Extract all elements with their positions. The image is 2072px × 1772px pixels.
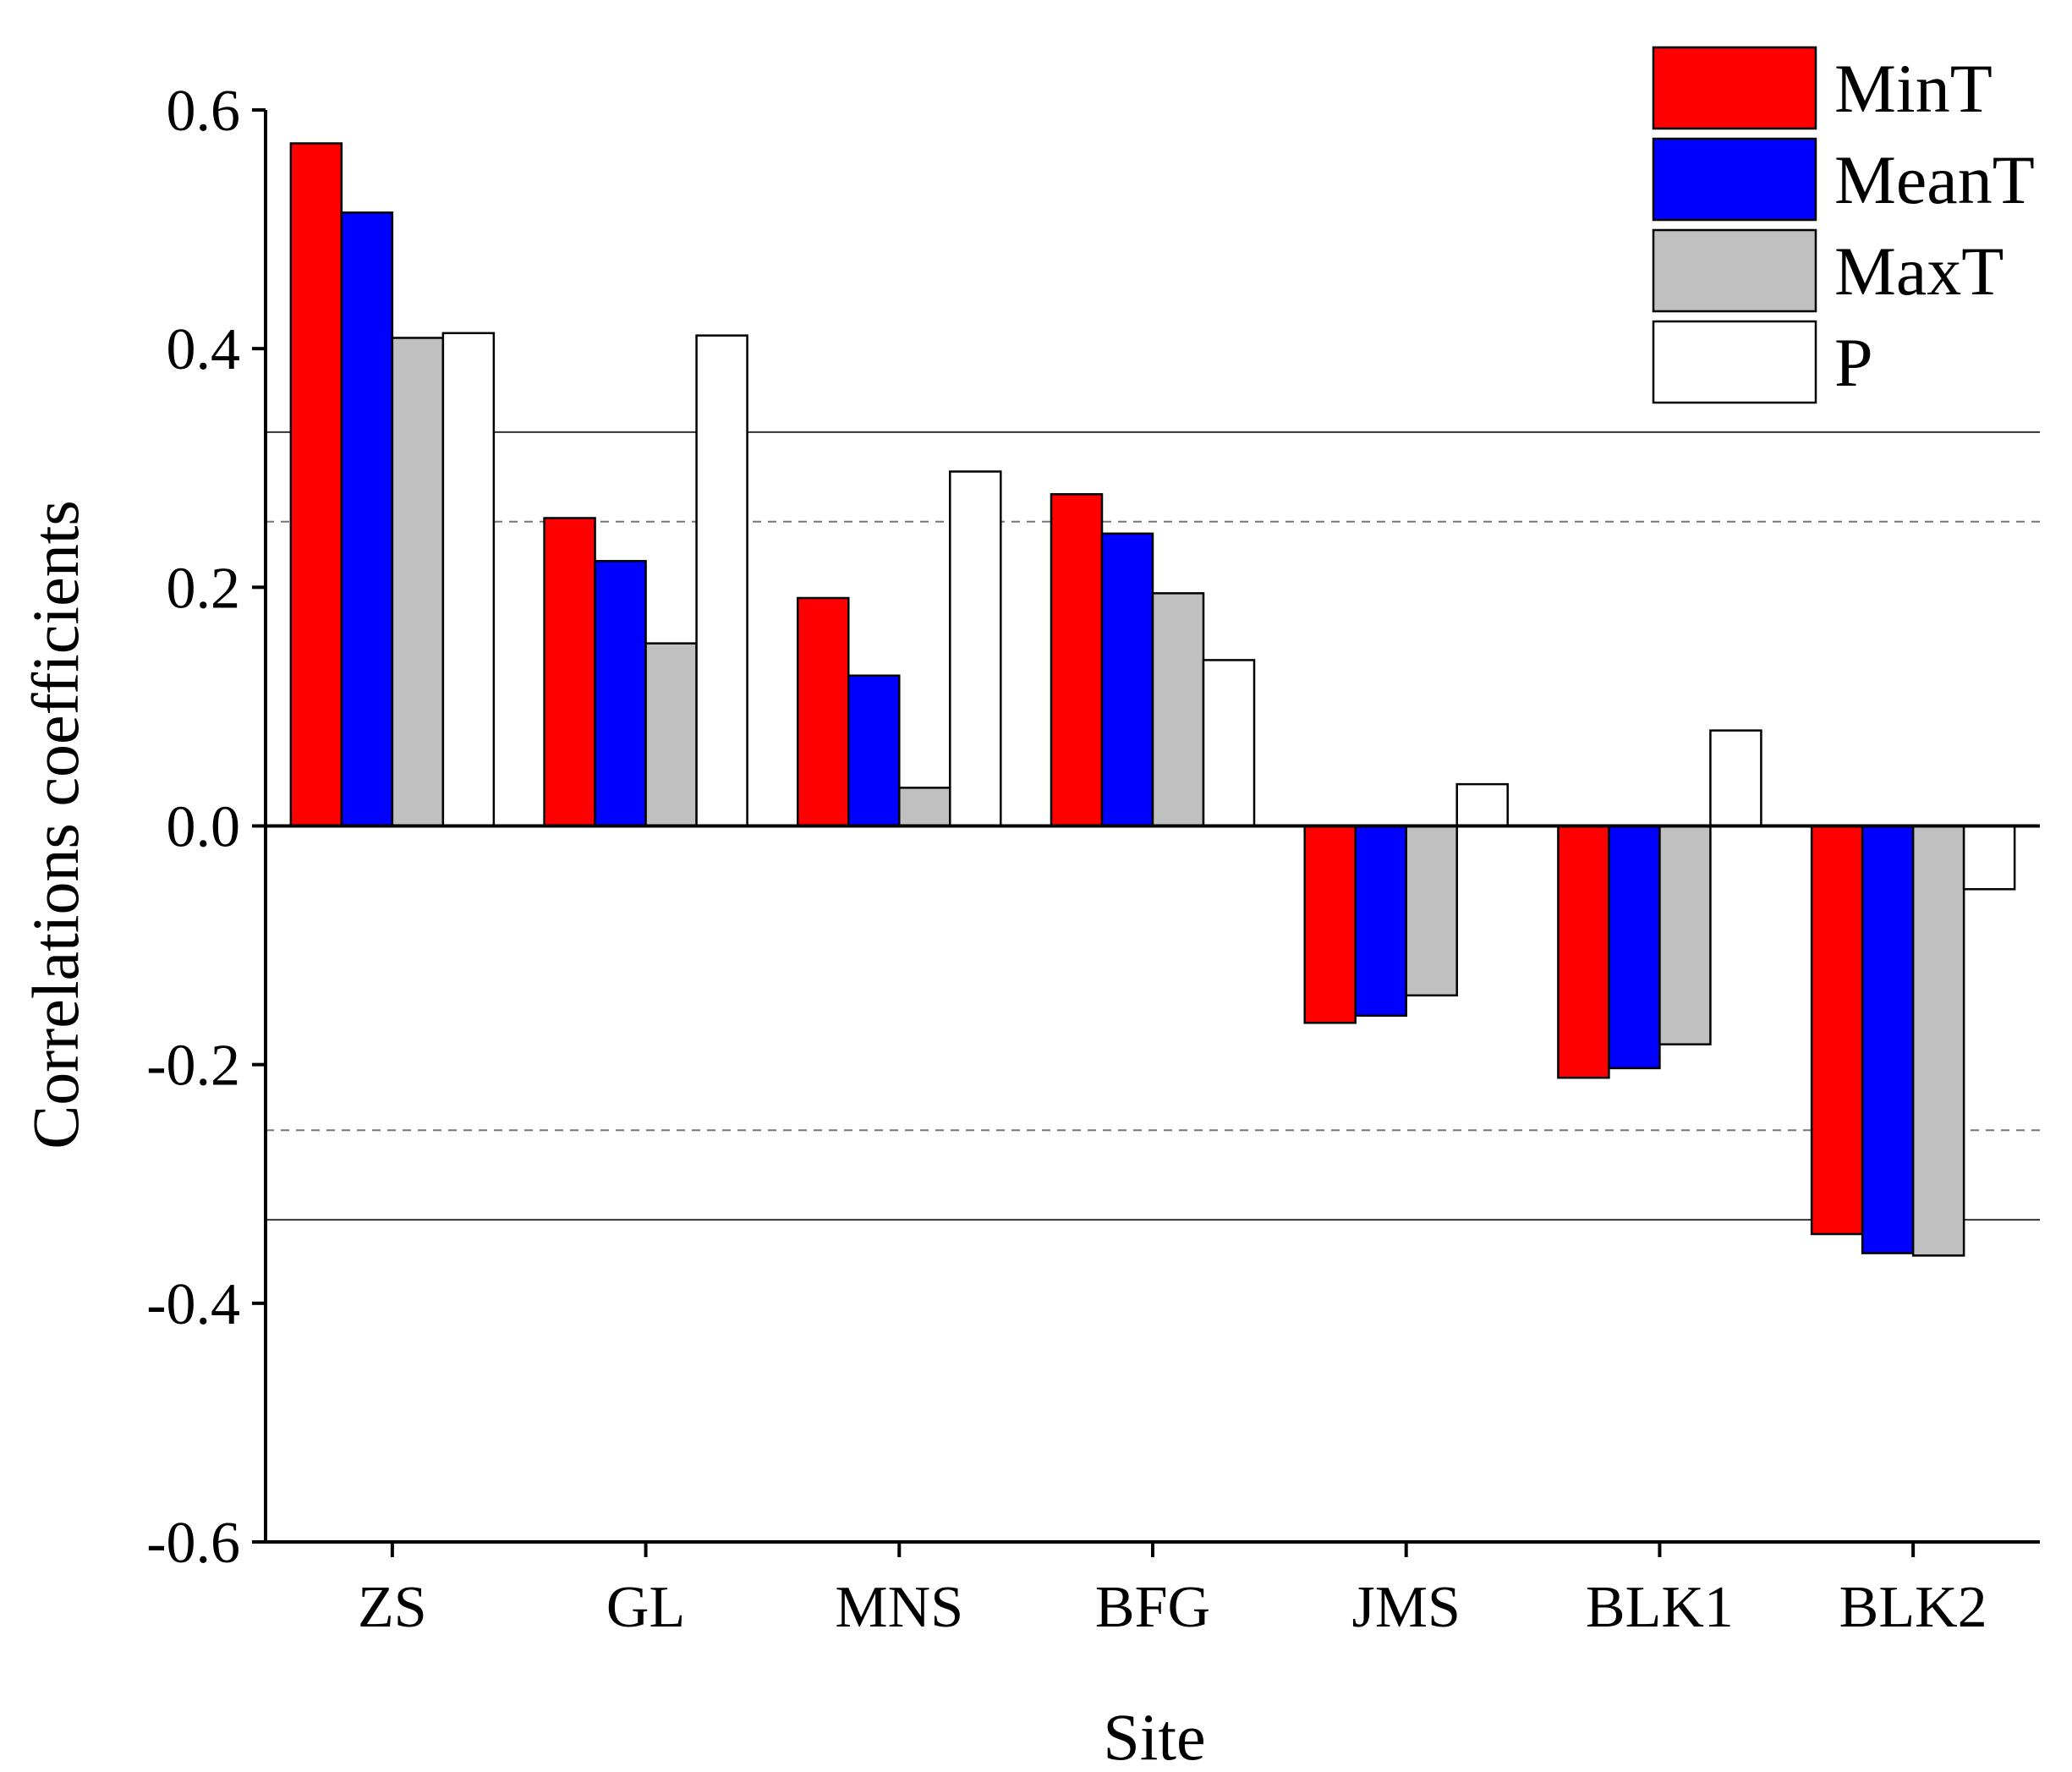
legend: MinT MeanT MaxT P: [1652, 46, 2035, 404]
bar-jms-mint: [1303, 825, 1357, 1024]
y-tick-label: -0.2: [146, 1034, 240, 1099]
legend-label-mint: MinT: [1834, 50, 1993, 127]
bar-bfg-p: [1202, 659, 1256, 827]
bar-mns-p: [949, 470, 1002, 827]
y-tick-label: 0.0: [167, 795, 241, 860]
bars: [289, 142, 2016, 1257]
bar-blk1-meant: [1608, 825, 1661, 1070]
bar-blk2-p: [1962, 825, 2016, 891]
x-tick-label: ZS: [358, 1575, 427, 1640]
bar-zs-mint: [289, 142, 343, 827]
bar-jms-p: [1455, 782, 1509, 827]
x-tick-label: BFG: [1095, 1575, 1210, 1640]
bar-gl-p: [695, 334, 748, 827]
legend-swatch-p: [1652, 320, 1817, 404]
bar-zs-p: [441, 332, 496, 827]
bar-zs-meant: [340, 211, 394, 827]
y-tick-label: -0.4: [146, 1272, 240, 1337]
legend-swatch-meant: [1652, 137, 1817, 222]
bar-jms-maxt: [1405, 825, 1458, 997]
bar-bfg-meant: [1100, 532, 1154, 827]
legend-swatch-mint: [1652, 46, 1817, 130]
axes: 0.6 0.4 0.2 0.0 -0.2 -0.4 -0.6 ZS GL MNS BFG JMS BLK…: [146, 79, 2040, 1640]
bar-blk2-meant: [1861, 825, 1915, 1254]
legend-label-p: P: [1834, 324, 1873, 401]
x-tick-label: BLK1: [1586, 1575, 1734, 1640]
bar-gl-maxt: [644, 642, 698, 827]
x-tick-label: BLK2: [1839, 1575, 1987, 1640]
bar-bfg-mint: [1050, 493, 1104, 827]
x-axis-title: Site: [1103, 1700, 1205, 1772]
bar-blk1-p: [1709, 729, 1762, 827]
bar-blk2-maxt: [1911, 825, 1965, 1257]
legend-swatch-maxt: [1652, 228, 1817, 313]
x-tick-label: GL: [606, 1575, 685, 1640]
bar-gl-meant: [594, 560, 647, 827]
legend-label-meant: MeanT: [1834, 141, 2035, 218]
bar-mns-mint: [797, 596, 850, 827]
bar-bfg-maxt: [1151, 592, 1205, 827]
bar-blk1-mint: [1557, 825, 1610, 1079]
y-tick-label: 0.4: [167, 317, 241, 382]
bar-gl-mint: [543, 517, 596, 827]
bar-mns-maxt: [898, 787, 951, 827]
y-axis-title: Correlations coefficients: [19, 500, 92, 1149]
y-tick-label: 0.6: [167, 79, 241, 144]
legend-label-maxt: MaxT: [1834, 233, 2003, 310]
bar-blk1-maxt: [1658, 825, 1712, 1045]
bar-zs-maxt: [391, 337, 445, 827]
bar-jms-meant: [1354, 825, 1407, 1018]
y-tick-label: -0.6: [146, 1511, 240, 1576]
y-tick-label: 0.2: [167, 556, 241, 621]
x-tick-label: MNS: [835, 1575, 963, 1640]
x-tick-label: JMS: [1352, 1575, 1461, 1640]
bar-mns-meant: [847, 674, 901, 827]
bar-blk2-mint: [1810, 825, 1864, 1236]
